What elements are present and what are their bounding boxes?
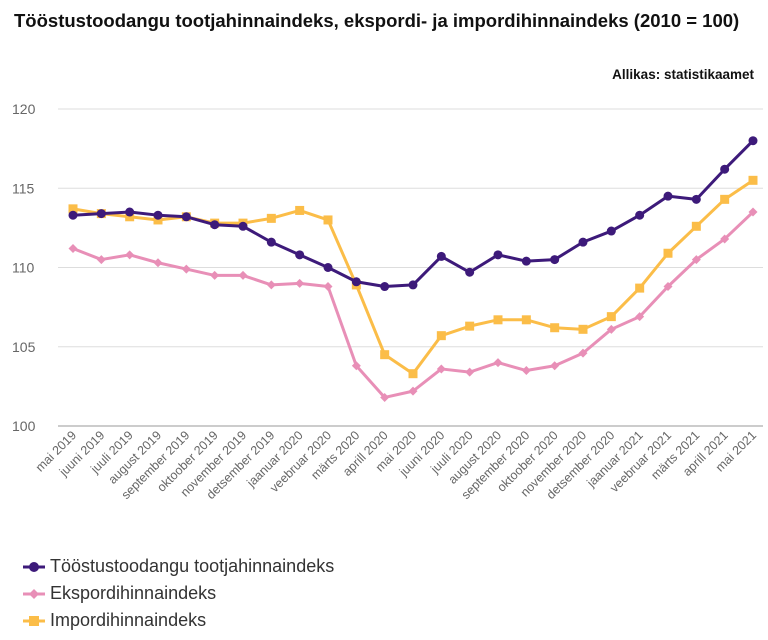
data-point <box>238 270 248 280</box>
data-point <box>493 358 503 368</box>
legend-label: Impordihinnaindeks <box>50 610 207 630</box>
data-point <box>408 369 418 379</box>
data-point <box>380 392 390 402</box>
source-note: Allikas: statistikaamet <box>612 67 754 82</box>
data-point <box>606 226 616 236</box>
data-point <box>408 280 418 290</box>
data-point <box>606 324 616 334</box>
data-point <box>635 283 645 293</box>
data-point <box>663 248 673 258</box>
data-point <box>380 282 390 292</box>
data-point <box>578 237 588 247</box>
data-point <box>663 191 673 201</box>
legend: Tööstustoodangu tootjahinnaindeks Ekspord… <box>22 553 334 634</box>
legend-item: Impordihinnaindeks <box>22 607 334 634</box>
data-point <box>691 255 701 265</box>
data-point <box>181 264 191 274</box>
data-point <box>606 312 616 322</box>
data-point <box>323 263 333 272</box>
data-point <box>521 256 531 266</box>
legend-item: Ekspordihinnaindeks <box>22 580 334 607</box>
y-tick-label: 110 <box>12 260 35 276</box>
legend-item: Tööstustoodangu tootjahinnaindeks <box>22 553 334 580</box>
data-point <box>578 348 588 358</box>
y-tick-label: 100 <box>12 418 36 434</box>
data-point <box>578 324 588 334</box>
data-point <box>153 210 163 220</box>
data-point <box>663 282 673 292</box>
data-point <box>295 205 305 215</box>
y-tick-label: 105 <box>12 339 36 355</box>
data-point <box>266 213 276 223</box>
data-point <box>351 361 361 371</box>
data-point <box>550 361 560 371</box>
data-point <box>436 364 446 374</box>
data-point <box>748 207 758 217</box>
data-point <box>295 250 305 260</box>
y-tick-label: 115 <box>12 180 35 196</box>
data-point <box>125 207 135 217</box>
data-point <box>238 221 248 231</box>
y-tick-label: 120 <box>12 101 36 117</box>
data-point <box>408 386 418 396</box>
data-point <box>720 194 730 204</box>
data-point <box>323 215 333 225</box>
data-point <box>96 255 106 265</box>
data-point <box>465 267 475 277</box>
data-point <box>493 315 503 325</box>
chart-title: Tööstustoodangu tootjahinnaindeks, ekspo… <box>14 10 740 31</box>
data-point <box>266 237 276 247</box>
data-point <box>125 250 135 260</box>
data-point <box>493 250 503 260</box>
legend-swatch <box>23 615 45 626</box>
legend-swatch <box>23 561 45 572</box>
legend-swatch <box>23 588 45 599</box>
data-point <box>153 258 163 268</box>
data-point <box>635 210 645 220</box>
data-point <box>351 277 361 287</box>
data-point <box>436 251 446 261</box>
data-point <box>550 255 560 265</box>
data-point <box>550 323 560 333</box>
data-point <box>635 312 645 322</box>
data-point <box>691 221 701 231</box>
data-point <box>720 234 730 244</box>
data-point <box>748 136 758 146</box>
data-point <box>521 366 531 376</box>
legend-label: Ekspordihinnaindeks <box>50 583 217 603</box>
data-point <box>68 243 78 253</box>
data-point <box>295 278 305 288</box>
data-point <box>465 367 475 377</box>
data-point <box>380 350 390 360</box>
data-point <box>465 321 475 331</box>
data-point <box>68 210 78 220</box>
data-point <box>266 280 276 290</box>
data-point <box>691 194 701 204</box>
data-point <box>153 215 163 225</box>
data-point <box>521 315 531 325</box>
data-point <box>68 204 78 214</box>
data-point <box>436 331 446 341</box>
data-point <box>96 209 106 219</box>
data-point <box>125 212 135 222</box>
legend-label: Tööstustoodangu tootjahinnaindeks <box>50 556 335 576</box>
data-point <box>748 175 758 185</box>
data-point <box>181 212 191 222</box>
series-line <box>71 139 755 289</box>
data-point <box>720 164 730 174</box>
data-point <box>210 220 220 230</box>
data-point <box>323 282 333 292</box>
data-point <box>210 270 220 280</box>
